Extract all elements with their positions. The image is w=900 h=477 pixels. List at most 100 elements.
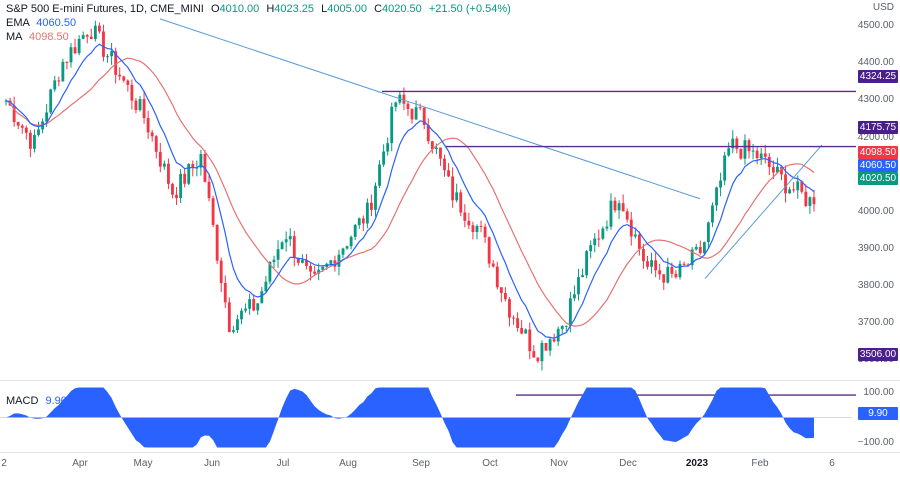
candle-body bbox=[674, 273, 678, 278]
time-tick-label: 2 bbox=[1, 458, 7, 469]
candle-body bbox=[256, 303, 260, 311]
candle-body bbox=[463, 212, 467, 221]
candle-body bbox=[686, 264, 690, 266]
candle-body bbox=[755, 150, 759, 159]
time-tick-label: 6 bbox=[829, 458, 835, 469]
candle-body bbox=[191, 163, 195, 168]
candle-body bbox=[585, 251, 589, 276]
candle-body bbox=[694, 246, 698, 250]
low-value: 4005.00 bbox=[327, 3, 367, 15]
time-tick-label: Oct bbox=[482, 458, 498, 469]
candle-body bbox=[386, 143, 390, 152]
candle-body bbox=[776, 166, 779, 173]
candle-body bbox=[292, 236, 296, 258]
candle-body bbox=[272, 259, 276, 262]
macd-layer bbox=[0, 387, 852, 448]
candle-body bbox=[678, 263, 682, 278]
price-tick-label: 4500.00 bbox=[857, 20, 894, 32]
candle-body bbox=[784, 174, 787, 194]
candle-body bbox=[236, 319, 239, 331]
candle-body bbox=[763, 153, 767, 157]
time-tick-label: 2023 bbox=[685, 458, 709, 469]
candle-body bbox=[313, 271, 317, 274]
price-tick-label: 4200.00 bbox=[857, 131, 894, 143]
candle-body bbox=[24, 127, 28, 133]
candle-body bbox=[690, 249, 694, 266]
candle-body bbox=[646, 261, 649, 267]
candle-body bbox=[122, 76, 126, 81]
macd-value: 9.90 bbox=[45, 395, 67, 407]
candle-body bbox=[394, 102, 398, 107]
time-tick-label: Aug bbox=[339, 458, 357, 469]
candle-body bbox=[735, 138, 739, 149]
candle-body bbox=[268, 261, 272, 282]
candle-body bbox=[512, 317, 515, 319]
candle-body bbox=[187, 163, 191, 184]
candle-body bbox=[723, 155, 727, 181]
ema-value: 4060.50 bbox=[36, 17, 77, 29]
candle-body bbox=[812, 197, 816, 205]
candle-body bbox=[345, 246, 349, 249]
candle-body bbox=[382, 151, 386, 165]
candle-body bbox=[540, 342, 544, 362]
candle-body bbox=[743, 140, 747, 159]
candle-body bbox=[260, 291, 264, 304]
candle-body bbox=[796, 181, 800, 191]
candle-body bbox=[487, 237, 491, 264]
candle-body bbox=[341, 248, 345, 255]
candle-body bbox=[702, 242, 706, 254]
macd-legend[interactable]: MACD 9.90 bbox=[6, 394, 67, 408]
candle-body bbox=[349, 236, 353, 247]
candle-body bbox=[110, 51, 114, 57]
candle-body bbox=[370, 202, 373, 210]
candle-body bbox=[45, 112, 49, 122]
candle-body bbox=[605, 226, 609, 229]
symbol-title: S&P 500 E-mini Futures, 1D, CME_MINI bbox=[6, 3, 204, 15]
candle-body bbox=[361, 218, 365, 224]
time-axis-separator bbox=[0, 452, 900, 453]
candle-body bbox=[93, 25, 97, 39]
ema-line bbox=[5, 43, 815, 339]
candle-body bbox=[426, 124, 430, 142]
candle-body bbox=[264, 281, 268, 292]
ema-legend[interactable]: EMA 4060.50 bbox=[6, 16, 76, 30]
candle-body bbox=[374, 185, 377, 210]
candle-body bbox=[300, 259, 304, 263]
candle-body bbox=[20, 125, 24, 128]
price-tick-label: 4300.00 bbox=[857, 94, 894, 106]
candle-body bbox=[727, 148, 731, 156]
time-tick-label: Dec bbox=[619, 458, 637, 469]
candle-body bbox=[593, 238, 597, 246]
downtrend-line bbox=[159, 18, 701, 200]
candle-body bbox=[544, 342, 548, 351]
candle-body bbox=[227, 302, 231, 332]
candle-body bbox=[16, 121, 20, 126]
level-tag-3506: 3506.00 bbox=[858, 348, 898, 361]
candle-body bbox=[751, 150, 755, 152]
candle-body bbox=[617, 203, 621, 211]
candle-body bbox=[780, 166, 783, 175]
candle-body bbox=[759, 153, 763, 159]
candle-body bbox=[150, 132, 154, 137]
candle-body bbox=[471, 225, 475, 233]
candle-body bbox=[162, 163, 166, 167]
candle-body bbox=[573, 294, 576, 299]
candle-body bbox=[443, 158, 446, 171]
level-tag-4324: 4324.25 bbox=[858, 70, 898, 83]
candle-body bbox=[503, 293, 507, 300]
candle-body bbox=[629, 219, 633, 237]
candle-body bbox=[329, 260, 333, 264]
candle-body bbox=[114, 51, 118, 75]
candle-body bbox=[276, 249, 280, 260]
candle-body bbox=[378, 164, 381, 186]
candle-body bbox=[800, 181, 804, 192]
candle-body bbox=[179, 173, 183, 199]
candle-body bbox=[439, 147, 442, 159]
low-label: L bbox=[321, 3, 328, 15]
price-tick-label: 3800.00 bbox=[857, 279, 894, 291]
candle-body bbox=[134, 100, 138, 111]
ma-legend[interactable]: MA 4098.50 bbox=[6, 30, 69, 44]
candle-body bbox=[158, 151, 162, 167]
